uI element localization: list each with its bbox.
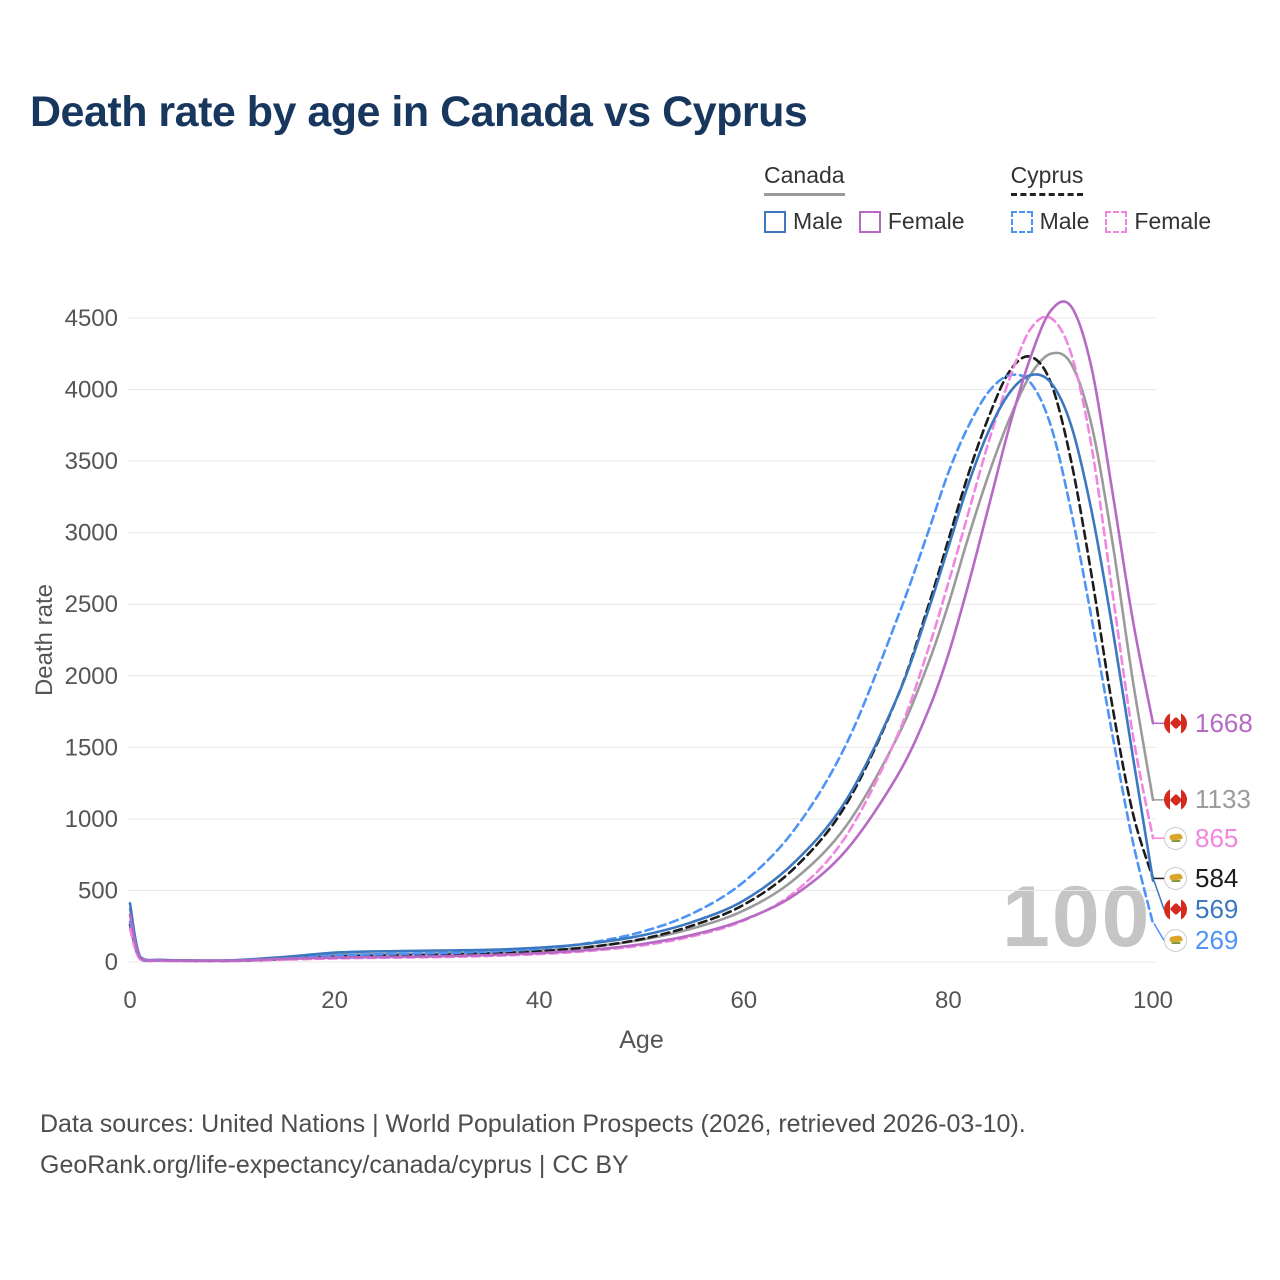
data-sources-line: Data sources: United Nations | World Pop… — [40, 1110, 1026, 1138]
y-tick-label: 4500 — [65, 305, 118, 332]
legend-item-label: Male — [1039, 208, 1090, 234]
x-tick-label: 0 — [123, 987, 136, 1014]
end-label-connector — [1153, 880, 1165, 910]
end-label-value: 569 — [1195, 893, 1239, 924]
y-tick-label: 2000 — [65, 663, 118, 690]
end-label-canada-male: 569 — [1164, 894, 1238, 924]
series-line-cyprus-female — [128, 315, 1155, 963]
end-label-canada-both: 1133 — [1164, 784, 1251, 815]
y-tick-label: 1000 — [65, 806, 118, 833]
legend-swatch — [858, 210, 881, 233]
canada-flag-icon — [1164, 897, 1187, 921]
legend-item-canada-female[interactable]: Female — [858, 208, 965, 235]
x-tick-label: 100 — [1133, 987, 1173, 1014]
y-tick-label: 500 — [78, 877, 118, 904]
page-title: Death rate by age in Canada vs Cyprus — [30, 88, 808, 136]
legend-swatch — [764, 210, 786, 233]
legend-items: Male Female — [764, 208, 965, 235]
legend: Canada Male Female Cyprus Male Female — [764, 162, 1211, 235]
y-axis-title: Death rate — [31, 583, 58, 697]
y-tick-label: 3000 — [65, 520, 118, 547]
legend-swatch — [1105, 210, 1128, 233]
x-tick-label: 60 — [730, 987, 757, 1014]
legend-item-label: Female — [1134, 208, 1212, 234]
y-tick-label: 2500 — [65, 591, 118, 618]
series-line-canada-both — [128, 351, 1155, 962]
end-label-value: 1668 — [1195, 707, 1253, 738]
end-label-cyprus-male: 269 — [1164, 925, 1238, 955]
end-label-value: 1133 — [1195, 784, 1251, 815]
legend-country-label-cyprus: Cyprus — [1010, 162, 1084, 196]
age-watermark: 100 — [1002, 869, 1152, 965]
x-axis-title: Age — [619, 1026, 664, 1054]
y-tick-label: 1500 — [65, 734, 118, 761]
canada-flag-icon — [1164, 788, 1187, 812]
canada-flag-icon — [1164, 711, 1187, 735]
series-line-canada-female — [128, 300, 1155, 963]
legend-items: Male Female — [1010, 208, 1211, 235]
end-label-cyprus-female: 865 — [1164, 823, 1238, 853]
legend-item-canada-male[interactable]: Male — [764, 208, 843, 235]
legend-item-label: Female — [887, 208, 965, 234]
cyprus-flag-icon — [1164, 826, 1187, 850]
series-line-canada-male — [128, 373, 1155, 962]
end-label-value: 865 — [1195, 822, 1239, 853]
y-tick-label: 0 — [105, 949, 118, 976]
end-label-cyprus-both: 584 — [1164, 863, 1238, 893]
end-label-connector — [1153, 923, 1165, 941]
legend-country-label-canada: Canada — [764, 162, 845, 196]
legend-item-label: Male — [793, 208, 843, 234]
footer: Data sources: United Nations | World Pop… — [40, 1104, 1026, 1185]
y-tick-label: 3500 — [65, 448, 118, 475]
x-tick-label: 80 — [935, 987, 962, 1014]
legend-item-cyprus-female[interactable]: Female — [1105, 208, 1211, 235]
attribution-line: GeoRank.org/life-expectancy/canada/cypru… — [40, 1150, 629, 1179]
end-label-value: 584 — [1195, 862, 1239, 893]
x-tick-label: 20 — [321, 987, 348, 1014]
legend-item-cyprus-male[interactable]: Male — [1010, 208, 1090, 235]
legend-group-canada: Canada Male Female — [764, 162, 965, 235]
y-tick-label: 4000 — [65, 377, 118, 404]
cyprus-flag-icon — [1164, 928, 1187, 952]
end-label-canada-female: 1668 — [1164, 708, 1253, 738]
legend-group-cyprus: Cyprus Male Female — [1010, 162, 1211, 235]
legend-swatch — [1010, 210, 1033, 233]
x-tick-label: 40 — [526, 987, 553, 1014]
end-label-value: 269 — [1195, 924, 1239, 955]
cyprus-flag-icon — [1164, 866, 1187, 890]
